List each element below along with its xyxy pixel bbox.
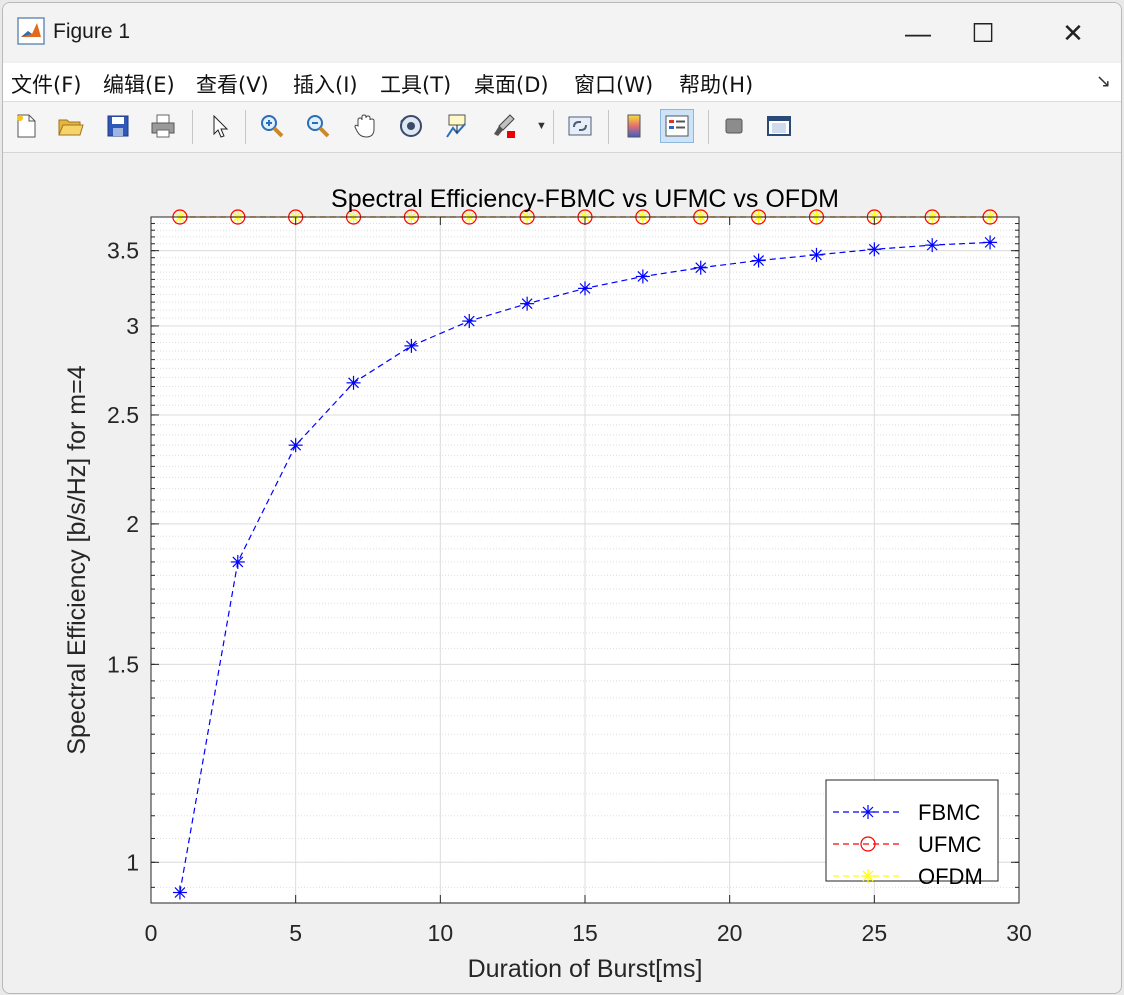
legend-marker-fbmc [861, 805, 875, 819]
legend-label-fbmc: FBMC [918, 800, 980, 825]
figure-toolbar: ▼ [3, 102, 1121, 153]
select-pointer-icon[interactable] [203, 109, 237, 143]
title-bar: Figure 1 — ☐ ✕ [3, 3, 1121, 61]
legend-marker-ofdm [861, 869, 875, 883]
menu-insert[interactable]: 插入(I) [293, 73, 358, 97]
zoom-in-icon[interactable] [255, 109, 289, 143]
data-cursor-icon[interactable] [440, 109, 474, 143]
maximize-button[interactable]: ☐ [938, 7, 1028, 59]
data-point [693, 260, 708, 275]
legend-marker-ufmc [860, 836, 876, 852]
data-point [404, 338, 419, 353]
link-plot-icon[interactable] [563, 109, 597, 143]
data-point [578, 281, 592, 296]
menu-window[interactable]: 窗口(W) [574, 73, 654, 97]
markers-fbmc [172, 235, 998, 900]
data-point [288, 438, 303, 453]
tick-marks: 0 5 10 15 20 25 30 1 1.5 2 2.5 3 3.5 [107, 216, 1032, 946]
print-icon[interactable] [146, 109, 180, 143]
menu-file[interactable]: 文件(F) [11, 73, 82, 97]
x-tick-label: 15 [572, 920, 598, 946]
x-tick-label: 0 [145, 920, 158, 946]
minimize-icon: — [905, 17, 931, 48]
y-tick-label: 1.5 [107, 651, 139, 677]
rotate-3d-icon[interactable] [394, 109, 428, 143]
x-tick-label: 25 [862, 920, 888, 946]
data-point [520, 296, 535, 311]
show-plot-tools-icon[interactable] [762, 109, 796, 143]
toolbar-separator [553, 110, 554, 144]
menu-bar: 文件(F) 编辑(E) 查看(V) 插入(I) 工具(T) 桌面(D) 窗口(W… [3, 63, 1121, 102]
y-tick-label: 1 [126, 849, 139, 875]
menu-desktop[interactable]: 桌面(D) [474, 73, 549, 97]
legend-label-ufmc: UFMC [918, 832, 982, 857]
data-point [925, 238, 940, 253]
close-icon: ✕ [1062, 17, 1084, 48]
data-point [635, 269, 650, 284]
y-tick-label: 2.5 [107, 402, 139, 428]
toolbar-separator [608, 110, 609, 144]
data-point [230, 554, 245, 569]
data-point [751, 253, 766, 268]
x-tick-label: 5 [289, 920, 302, 946]
x-tick-label: 30 [1006, 920, 1032, 946]
legend-icon[interactable] [660, 109, 694, 143]
chart-title: Spectral Efficiency-FBMC vs UFMC vs OFDM [331, 185, 839, 213]
new-figure-icon[interactable] [9, 109, 43, 143]
plot-svg[interactable]: 0 5 10 15 20 25 30 1 1.5 2 2.5 3 3.5 Spectral Effici… [5, 153, 1119, 991]
minimize-button[interactable]: — [873, 7, 963, 59]
data-point [172, 885, 187, 900]
data-point [983, 235, 998, 250]
data-point [462, 314, 477, 329]
close-button[interactable]: ✕ [1028, 7, 1118, 59]
open-file-icon[interactable] [53, 109, 87, 143]
legend-box [825, 779, 999, 882]
matlab-app-icon [17, 17, 45, 45]
legend[interactable]: FBMC UFMC OFDM [825, 779, 999, 889]
hide-plot-tools-icon[interactable] [717, 109, 751, 143]
toolbar-separator [192, 110, 193, 144]
pan-hand-icon[interactable] [348, 109, 382, 143]
window-title: Figure 1 [53, 20, 131, 43]
data-point [809, 247, 824, 262]
x-tick-label: 20 [717, 920, 743, 946]
legend-label-ofdm: OFDM [918, 864, 983, 889]
toolbar-separator [245, 110, 246, 144]
menu-help[interactable]: 帮助(H) [679, 73, 754, 97]
dock-arrow-icon[interactable]: ↘ [1095, 71, 1111, 91]
menu-tools[interactable]: 工具(T) [380, 73, 452, 97]
maximize-icon: ☐ [971, 17, 995, 48]
figure-canvas: 0 5 10 15 20 25 30 1 1.5 2 2.5 3 3.5 Spectral Effici… [5, 153, 1119, 991]
zoom-out-icon[interactable] [301, 109, 335, 143]
save-icon[interactable] [101, 109, 135, 143]
brush-icon[interactable] [487, 109, 521, 143]
y-axis-label: Spectral Efficiency [b/s/Hz] for m=4 [63, 365, 91, 754]
toolbar-separator [708, 110, 709, 144]
x-axis-label: Duration of Burst[ms] [468, 955, 703, 983]
colorbar-icon[interactable] [617, 109, 651, 143]
data-point [346, 375, 361, 390]
data-point [867, 242, 882, 257]
x-tick-label: 10 [428, 920, 454, 946]
y-tick-label: 3 [126, 313, 139, 339]
y-tick-label: 3.5 [107, 238, 139, 264]
menu-edit[interactable]: 编辑(E) [103, 73, 175, 97]
y-tick-label: 2 [126, 511, 139, 537]
brush-dropdown-icon[interactable]: ▼ [536, 120, 547, 132]
menu-view[interactable]: 查看(V) [196, 73, 269, 97]
